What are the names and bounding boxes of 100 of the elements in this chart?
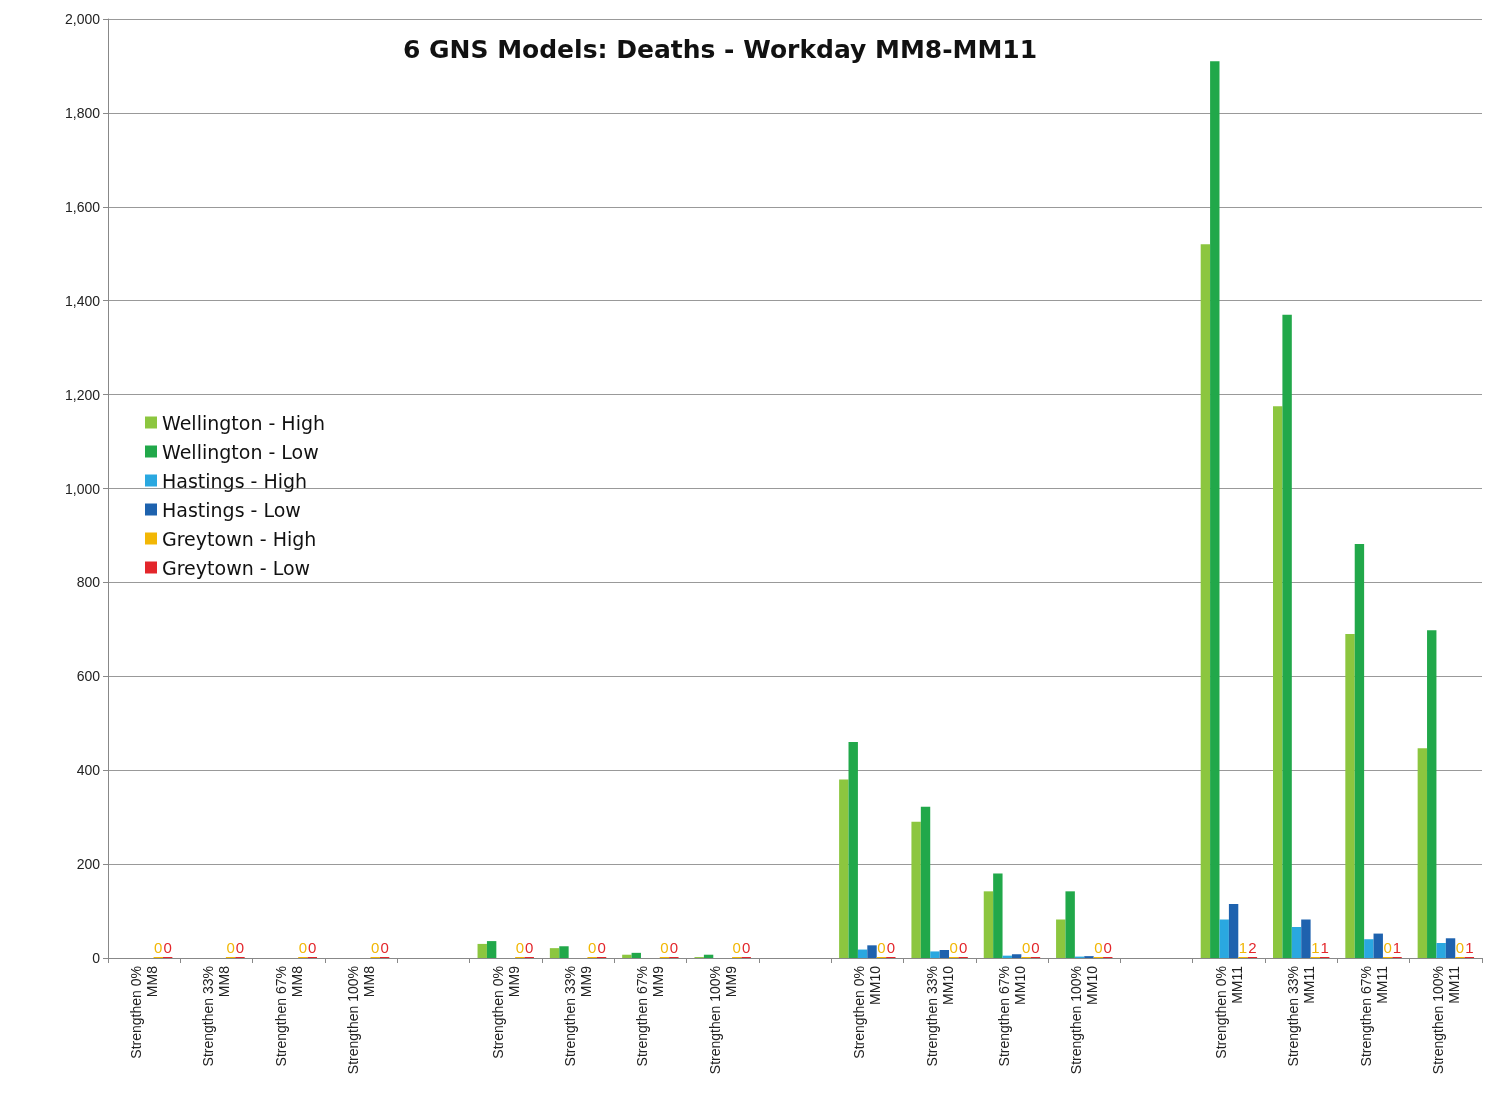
y-tick-label: 600 [76,668,101,685]
data-label: 2 [1248,939,1257,956]
bar [930,951,940,958]
data-label: 0 [308,939,317,956]
data-label: 0 [298,939,308,956]
data-label: 0 [886,939,895,956]
data-label: 0 [949,939,958,956]
data-label: 0 [958,939,968,956]
bar [1436,942,1446,958]
bar [1273,406,1283,958]
x-tick-label: Strengthen 100% MM8 [345,965,378,1075]
bar [559,946,569,958]
bar [993,873,1003,958]
bar [1345,634,1355,958]
y-tick-label: 1,600 [64,198,101,215]
data-label: 0 [235,939,245,956]
x-tick-label: Strengthen 100% MM10 [1068,965,1101,1075]
x-tick-label: Strengthen 67% MM8 [272,965,305,1067]
data-label: 1 [1311,939,1320,956]
data-label: 0 [669,939,679,956]
bar [1228,904,1239,958]
bar [1219,919,1229,958]
bar [1065,891,1075,958]
bar [1417,748,1428,958]
y-tick-label: 2,000 [64,11,101,27]
legend-label: Wellington - High [162,411,326,434]
bar [1354,543,1365,958]
legend-label: Greytown - Low [162,556,311,579]
data-label: 0 [371,939,380,956]
data-label: 0 [154,939,163,956]
bar [1291,927,1302,958]
data-label: 1 [1320,939,1329,956]
data-label: 0 [525,939,534,956]
bar [1210,61,1220,958]
bar [1301,919,1311,958]
text: 6 GNS Models: Deaths - Workday MM8-MM11 [402,35,1038,64]
legend-label: Wellington - Low [162,440,319,463]
data-label: 1 [1238,939,1248,956]
y-tick-label: 200 [76,856,101,873]
x-tick-label: Strengthen 0% MM10 [851,965,884,1059]
x-tick-label: Strengthen 67% MM9 [634,965,667,1067]
bar [477,943,487,958]
bar [839,779,849,958]
data-label: 0 [1031,939,1040,956]
bar [622,954,632,958]
y-tick-label: 1,400 [64,292,101,309]
bar [1427,630,1437,958]
bar [1056,919,1066,958]
bar [911,821,921,958]
x-tick-label: Strengthen 100% MM11 [1429,965,1462,1075]
y-tick-label: 1,000 [64,480,101,497]
bar [867,945,877,958]
data-label: 0 [742,939,751,956]
bar [857,949,868,958]
data-label: 0 [226,939,235,956]
x-tick-label: Strengthen 33% MM10 [923,965,956,1067]
bar [1200,244,1211,958]
y-tick-label: 0 [92,950,101,966]
data-label: 0 [660,939,669,956]
x-tick-label: Strengthen 33% MM11 [1285,965,1318,1067]
bar [1364,939,1374,958]
x-tick-label: Strengthen 0% MM8 [128,965,161,1059]
data-label: 0 [597,939,606,956]
x-tick-label: Strengthen 67% MM10 [995,965,1028,1067]
x-tick-label: Strengthen 100% MM9 [706,965,739,1075]
data-label: 0 [732,939,741,956]
data-label: 0 [587,939,597,956]
bar [920,806,931,958]
y-tick-label: 800 [76,574,101,591]
legend-label: Greytown - High [162,527,317,550]
y-tick-label: 400 [76,762,101,779]
x-tick-label: Strengthen 33% MM8 [200,965,233,1067]
data-label: 0 [380,939,389,956]
legend-label: Hastings - High [162,469,308,492]
data-label: 1 [1392,939,1402,956]
bar [848,742,858,958]
data-label: 0 [877,939,886,956]
data-label: 0 [1455,939,1465,956]
data-label: 0 [1383,939,1392,956]
bar [631,952,641,958]
x-tick-label: Strengthen 0% MM11 [1212,965,1245,1059]
data-label: 0 [515,939,525,956]
bar [983,891,994,958]
x-tick-label: Strengthen 33% MM9 [562,965,595,1067]
x-tick-label: Strengthen 67% MM11 [1357,965,1390,1067]
bar [486,941,497,958]
bar [1282,314,1292,958]
bar [549,948,560,958]
bar [1373,933,1383,958]
data-label: 0 [1021,939,1031,956]
bar [1011,954,1022,958]
y-tick-label: 1,200 [64,386,101,403]
x-tick-label: Strengthen 0% MM9 [489,965,522,1059]
data-label: 0 [163,939,172,956]
legend-label: Hastings - Low [162,498,301,521]
data-label: 0 [1103,939,1112,956]
data-label: 1 [1465,939,1474,956]
y-tick-label: 1,800 [64,104,101,121]
data-label: 0 [1094,939,1103,956]
bar [939,950,950,958]
